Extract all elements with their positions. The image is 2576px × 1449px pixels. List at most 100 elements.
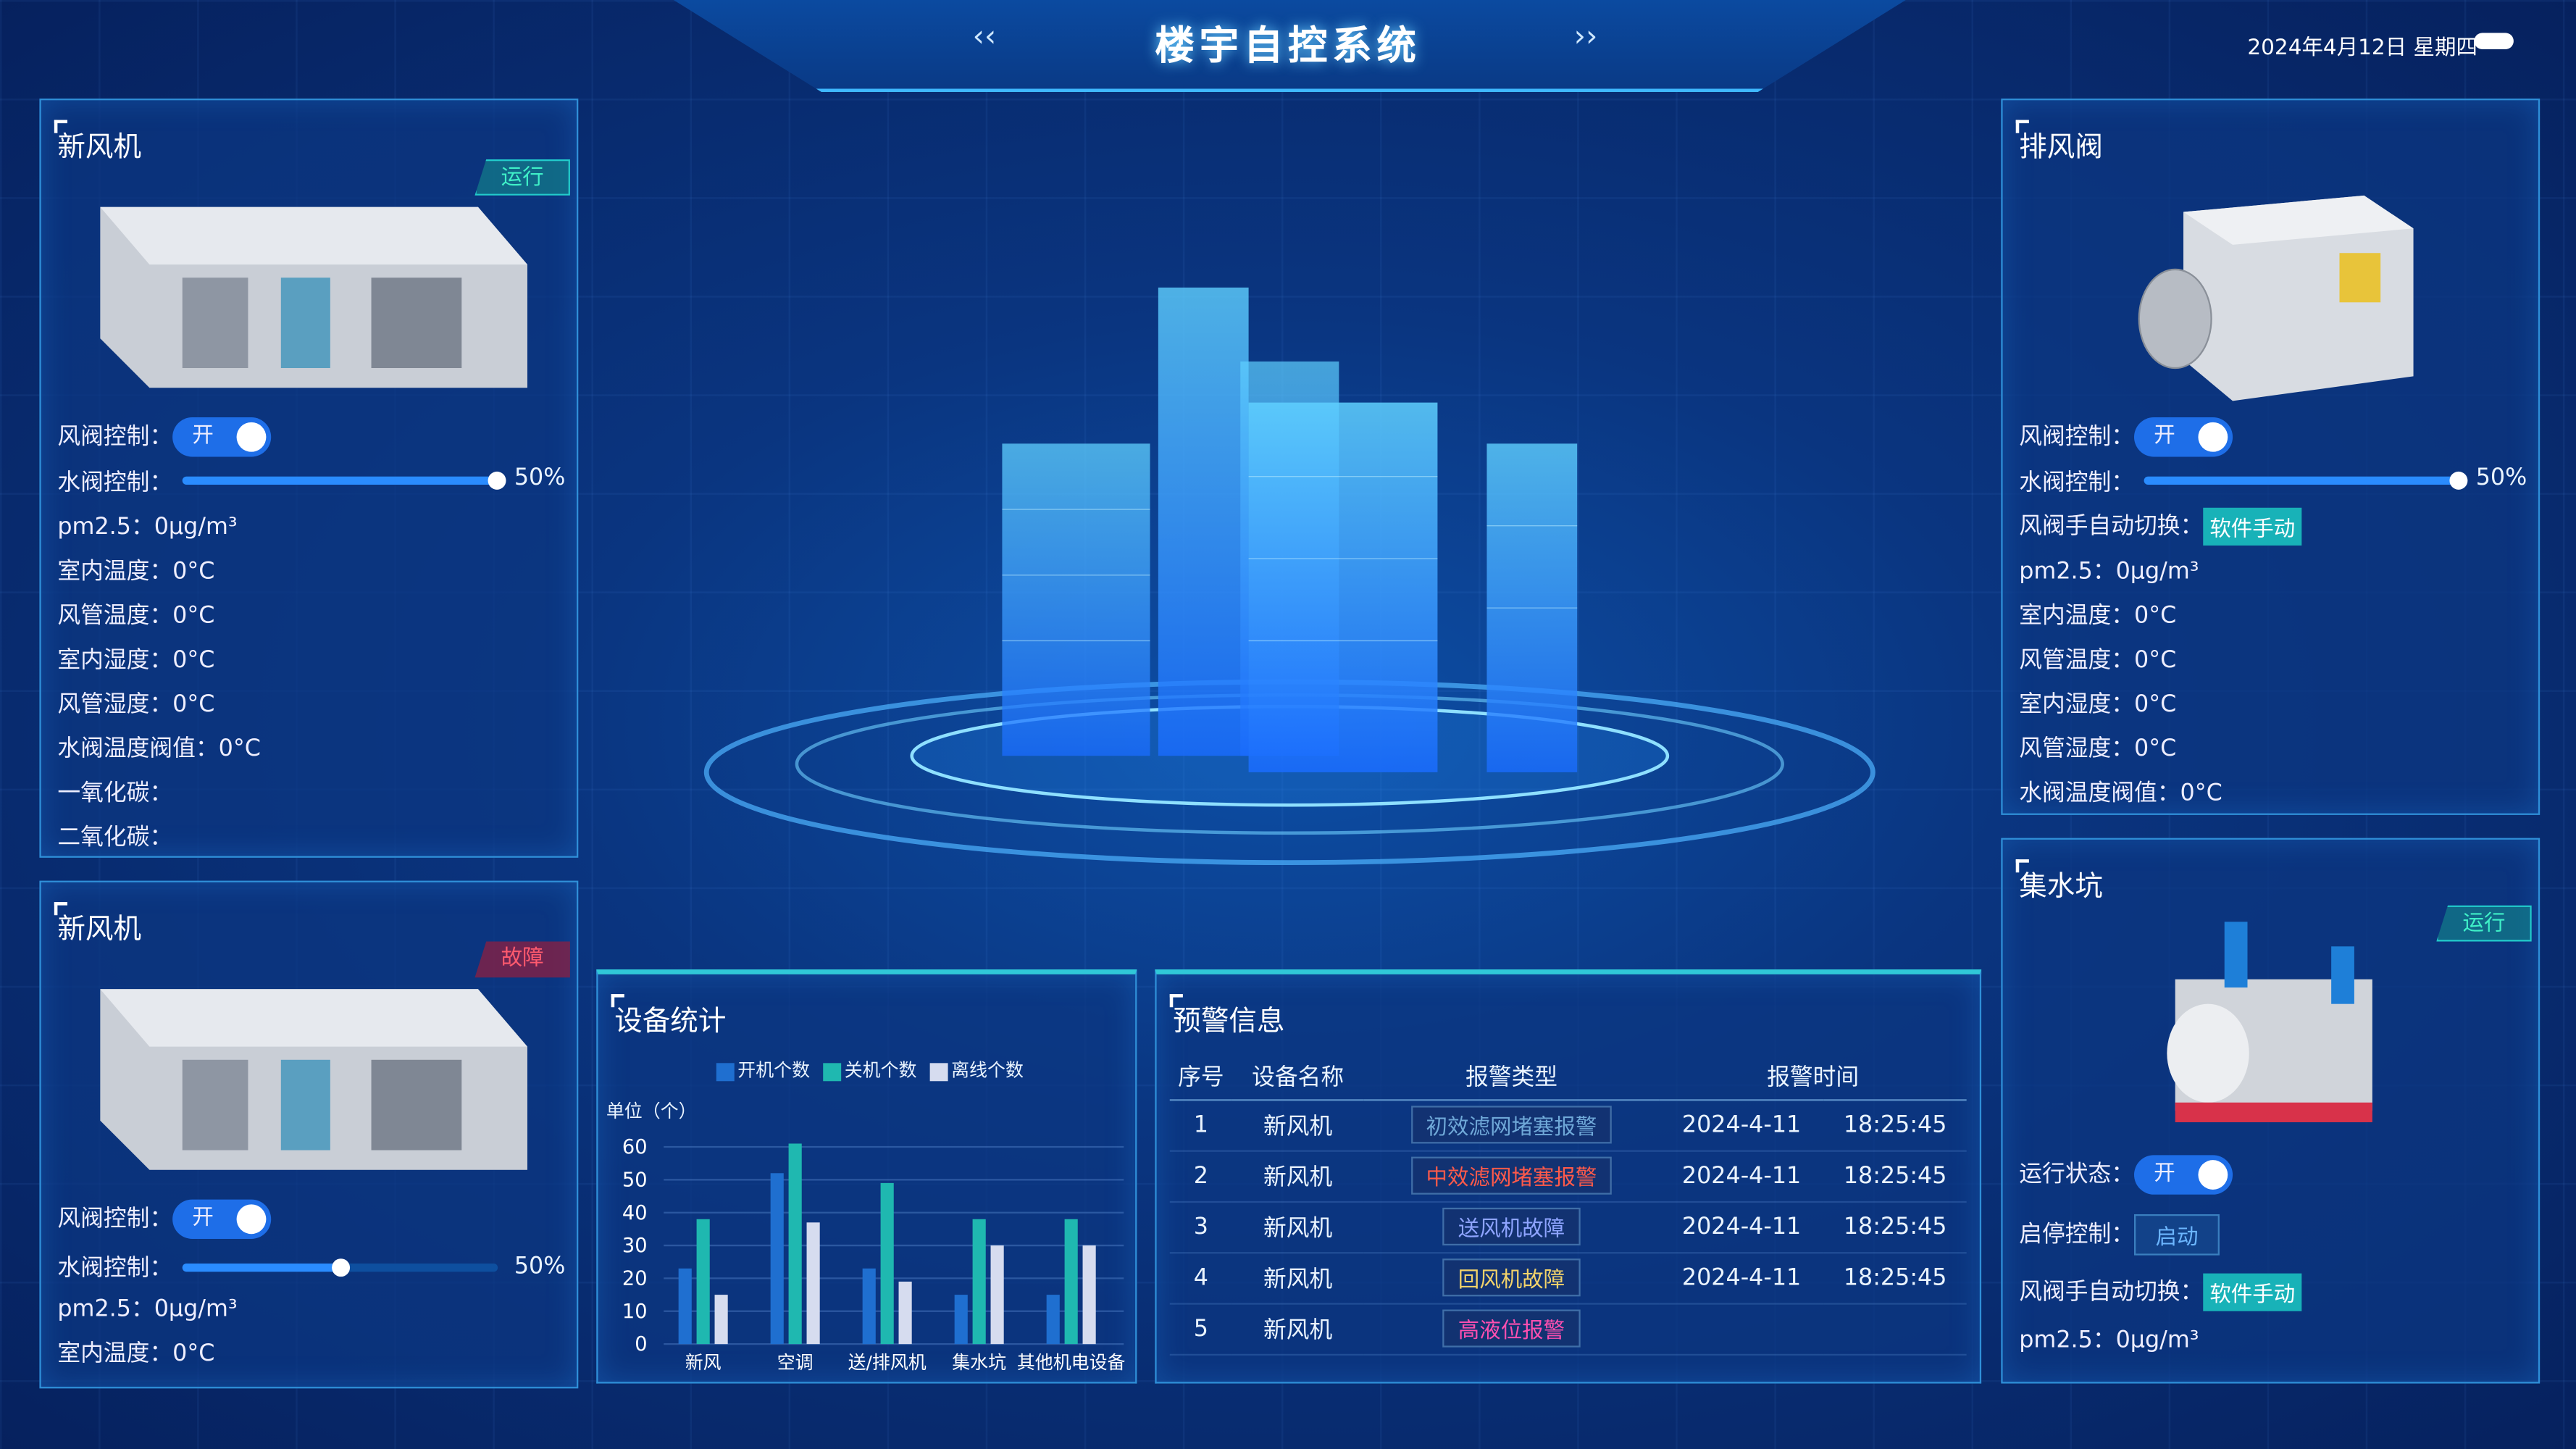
- run-toggle[interactable]: 开: [2134, 1155, 2233, 1195]
- toggle-knob: [236, 1204, 267, 1235]
- damper-toggle[interactable]: 开: [2134, 417, 2233, 457]
- legend-swatch: [929, 1062, 948, 1081]
- valve-percent: 50%: [514, 464, 566, 492]
- row-type-cell: 初效滤网堵塞报警: [1363, 1099, 1660, 1151]
- info-row: 室内温度：0°C: [2019, 603, 2177, 630]
- page-title: 楼宇自控系统: [1155, 22, 1421, 70]
- info-row: 室内湿度：0°C: [2019, 691, 2177, 719]
- row-date: 2024-4-11: [1659, 1252, 1824, 1304]
- row-time: [1823, 1303, 1967, 1355]
- legend-item[interactable]: 开机个数: [716, 1056, 810, 1082]
- bar-0-0[interactable]: [678, 1268, 692, 1345]
- row-no: 5: [1169, 1303, 1232, 1355]
- label: 风阀控制：: [2019, 424, 2135, 451]
- start-button[interactable]: 启动: [2134, 1214, 2220, 1256]
- table-row[interactable]: 1 新风机 初效滤网堵塞报警 2024-4-11 18:25:45: [1169, 1099, 1967, 1151]
- manual-mode-button[interactable]: 软件手动: [2203, 1273, 2302, 1311]
- table-row[interactable]: 2 新风机 中效滤网堵塞报警 2024-4-11 18:25:45: [1169, 1150, 1967, 1202]
- damper-toggle[interactable]: 开: [172, 417, 272, 457]
- air-handling-unit-image: [100, 989, 527, 1170]
- bar-0-4[interactable]: [1046, 1295, 1060, 1345]
- slider-fill: [182, 476, 498, 485]
- y-tick-label: 10: [622, 1300, 648, 1323]
- y-tick-label: 60: [622, 1136, 648, 1158]
- table-row[interactable]: 5 新风机 高液位报警: [1169, 1303, 1967, 1355]
- label: 风阀手自动切换：: [2019, 1279, 2204, 1306]
- bar-1-1[interactable]: [788, 1143, 802, 1345]
- bar-0-1[interactable]: [770, 1173, 784, 1345]
- y-tick-label: 50: [622, 1169, 648, 1191]
- bar-2-4[interactable]: [1082, 1245, 1096, 1345]
- label: 风阀手自动切换：: [2019, 513, 2204, 540]
- bar-1-3[interactable]: [972, 1219, 986, 1345]
- x-tick-label: 其他机电设备: [1017, 1352, 1126, 1373]
- table-row[interactable]: 3 新风机 送风机故障 2024-4-11 18:25:45: [1169, 1200, 1967, 1253]
- bar-1-4[interactable]: [1064, 1219, 1078, 1345]
- valve-label: 水阀控制：: [2019, 469, 2135, 496]
- info-row: 室内温度：0°C: [57, 559, 215, 585]
- damper-control: 风阀控制： 开: [57, 417, 272, 457]
- alarm-type-badge: 中效滤网堵塞报警: [1411, 1156, 1612, 1195]
- bar-1-2[interactable]: [880, 1182, 894, 1345]
- date-display: 2024年4月12日 星期四: [2247, 36, 2477, 61]
- info-row: 水阀温度阀值：0°C: [57, 736, 261, 763]
- legend-label: 开机个数: [737, 1059, 811, 1082]
- prev-page-button[interactable]: ‹‹: [972, 20, 997, 54]
- panel-title: 预警信息: [1169, 994, 1284, 1038]
- col-no: 序号: [1169, 1053, 1232, 1101]
- x-tick-label: 新风: [685, 1352, 722, 1373]
- bar-2-0[interactable]: [714, 1295, 728, 1345]
- next-page-button[interactable]: ››: [1573, 20, 1598, 54]
- slider-knob[interactable]: [2449, 471, 2468, 490]
- col-type: 报警类型: [1363, 1053, 1660, 1101]
- valve-percent: 50%: [2475, 464, 2527, 492]
- info-row: 室内湿度：0°C: [57, 647, 215, 674]
- run-status: 运行状态： 开: [2019, 1155, 2233, 1195]
- bar-0-2[interactable]: [862, 1268, 876, 1345]
- row-type-cell: 回风机故障: [1363, 1252, 1660, 1304]
- toggle-knob: [236, 422, 267, 452]
- legend-label: 离线个数: [951, 1059, 1024, 1082]
- table-row[interactable]: 4 新风机 回风机故障 2024-4-11 18:25:45: [1169, 1252, 1967, 1304]
- y-tick-label: 0: [635, 1333, 647, 1356]
- row-date: 2024-4-11: [1659, 1099, 1824, 1151]
- damper-image: [2138, 195, 2414, 401]
- legend-swatch: [716, 1062, 735, 1081]
- row-type-cell: 高液位报警: [1363, 1303, 1660, 1355]
- row-date: 2024-4-11: [1659, 1200, 1824, 1253]
- x-tick-label: 空调: [777, 1352, 814, 1373]
- damper-toggle[interactable]: 开: [172, 1199, 272, 1239]
- bar-2-3[interactable]: [990, 1245, 1004, 1345]
- valve-slider[interactable]: [182, 471, 506, 490]
- bar-0-3[interactable]: [954, 1295, 968, 1345]
- slider-knob[interactable]: [488, 471, 506, 490]
- info-row: 风管温度：0°C: [57, 603, 215, 630]
- bar-2-1[interactable]: [806, 1222, 820, 1345]
- valve-slider[interactable]: [182, 1258, 498, 1277]
- info-row: pm2.5：0μg/m³: [57, 1296, 238, 1323]
- legend-item[interactable]: 关机个数: [823, 1056, 916, 1082]
- slider-knob[interactable]: [332, 1258, 351, 1277]
- row-type-cell: 中效滤网堵塞报警: [1363, 1150, 1660, 1202]
- bar-1-0[interactable]: [696, 1219, 710, 1345]
- slider-fill: [2144, 476, 2460, 485]
- row-date: [1659, 1303, 1824, 1355]
- panel-title: 集水坑: [2015, 859, 2103, 903]
- exhaust-damper-panel: 排风阀 风阀控制： 开 水阀控制： 50% 风阀手自动切换： 软件手动 pm2.5：…: [2001, 99, 2541, 815]
- row-device: 新风机: [1231, 1200, 1364, 1253]
- legend-item[interactable]: 离线个数: [929, 1056, 1024, 1082]
- bar-2-2[interactable]: [898, 1281, 912, 1345]
- toggle-knob: [2198, 422, 2228, 452]
- manual-mode-button[interactable]: 软件手动: [2203, 507, 2302, 546]
- alarm-type-badge: 回风机故障: [1443, 1258, 1580, 1297]
- row-no: 3: [1169, 1200, 1232, 1253]
- valve-slider[interactable]: [2144, 471, 2468, 490]
- damper-control: 风阀控制： 开: [2019, 417, 2233, 457]
- building-hologram: [703, 287, 1875, 866]
- panel-title: 排风阀: [2015, 120, 2103, 164]
- row-device: 新风机: [1231, 1099, 1364, 1151]
- alarm-type-badge: 送风机故障: [1443, 1207, 1580, 1246]
- info-row: 风管湿度：0°C: [57, 691, 215, 719]
- bar-chart: 0 10 20 30 40 50 60 新风 空调 送/排风机 集水坑 其他机电设备: [622, 1136, 1126, 1373]
